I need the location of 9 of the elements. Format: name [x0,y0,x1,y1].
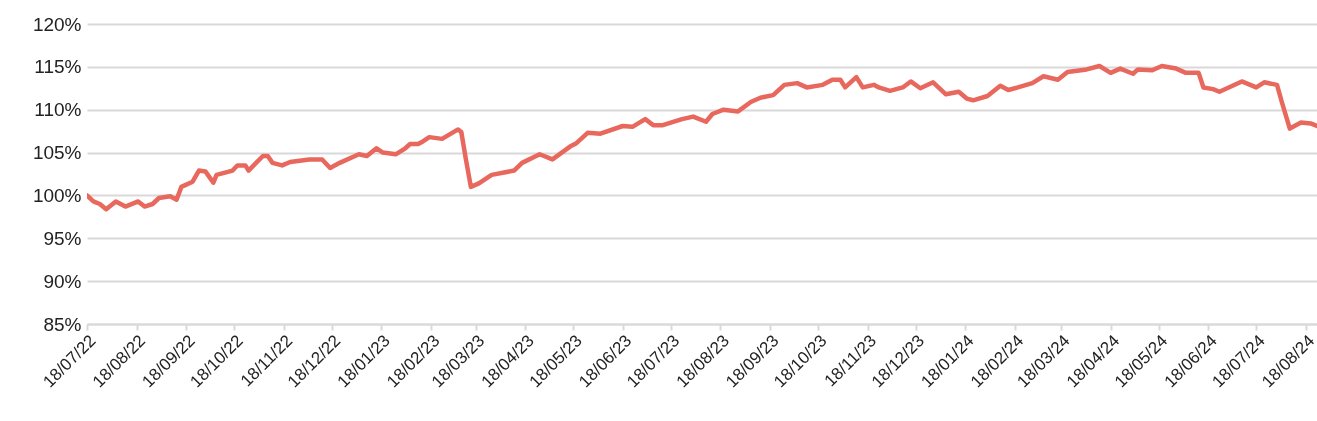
y-tick-label: 95% [43,227,82,249]
y-tick-label: 110% [34,99,82,121]
y-tick-label: 90% [43,270,82,292]
y-tick-label: 115% [34,56,82,78]
y-tick-label: 85% [43,313,82,335]
y-tick-label: 100% [32,184,82,206]
y-tick-label: 105% [32,142,82,164]
y-tick-label: 120% [32,13,82,35]
line-series [87,63,1317,212]
